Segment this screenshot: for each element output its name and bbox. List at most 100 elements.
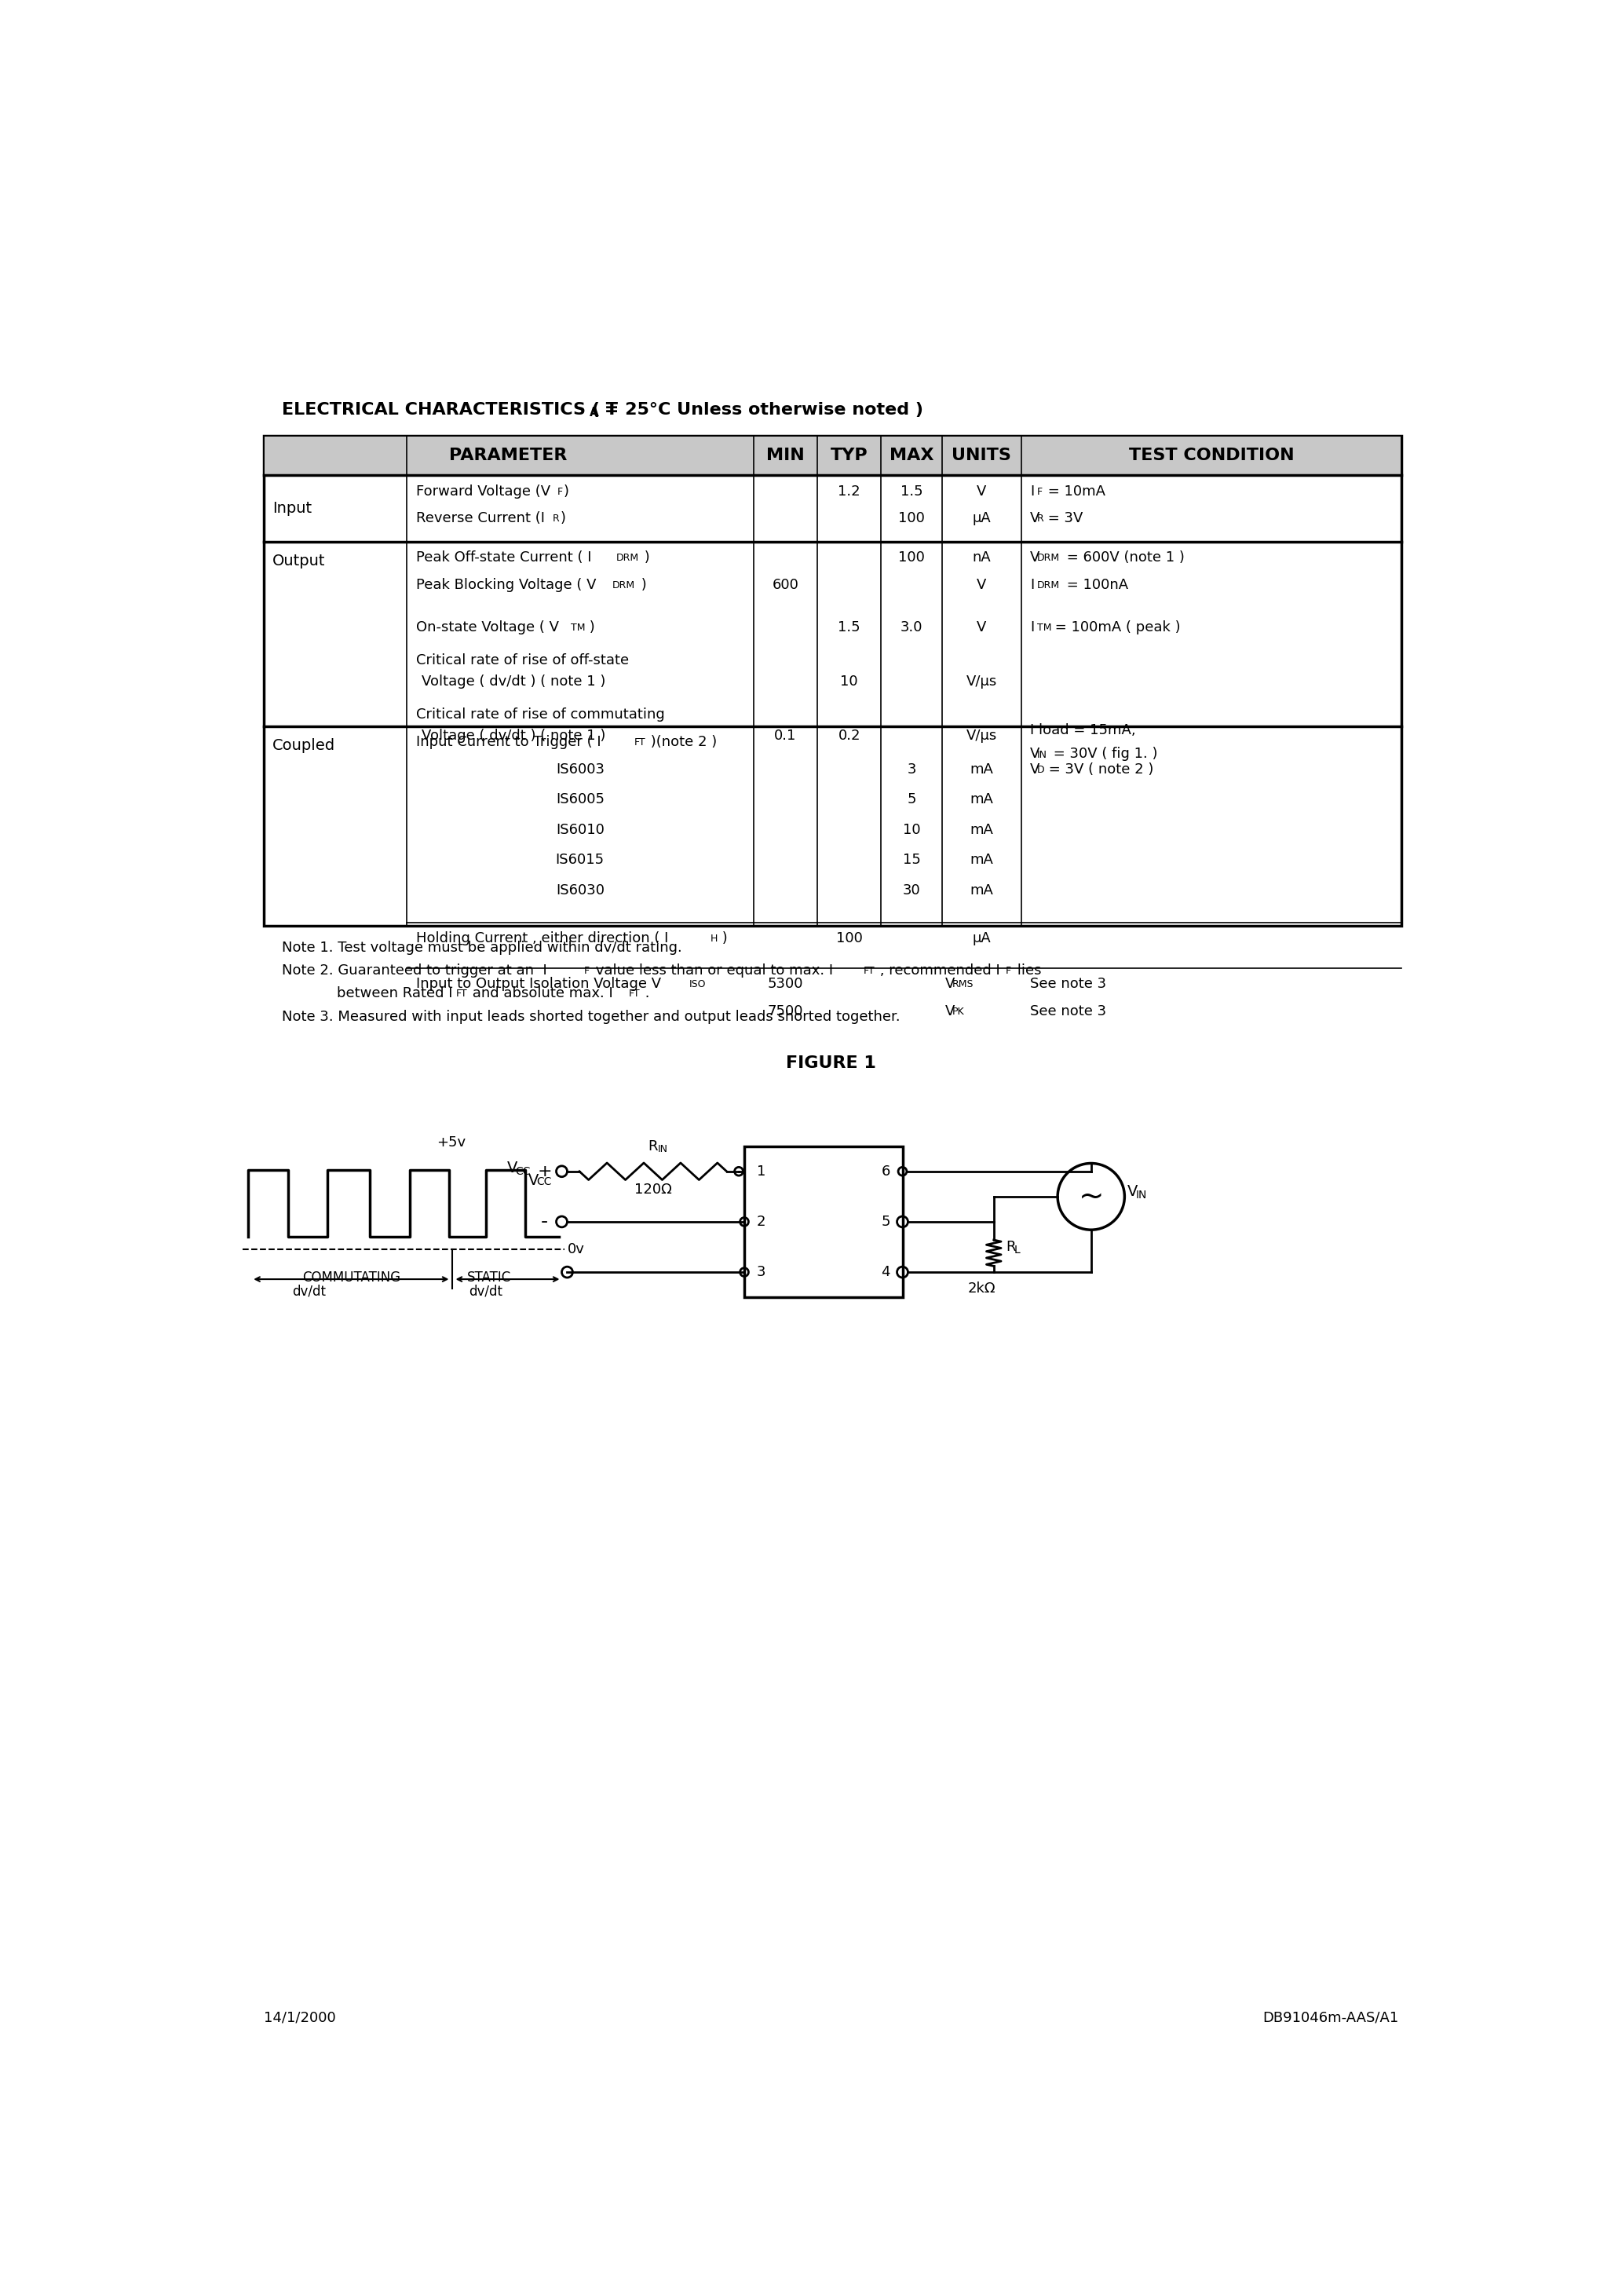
Text: 5: 5 [907,792,916,806]
Text: UNITS: UNITS [952,448,1012,464]
Text: 0.1: 0.1 [774,730,796,744]
Text: lies: lies [1012,964,1041,978]
Text: mA: mA [970,822,993,836]
Text: DRM: DRM [1036,553,1059,563]
Text: dv/dt: dv/dt [292,1283,326,1297]
Text: 100: 100 [835,932,863,946]
Bar [264,436,1401,475]
Text: 0v: 0v [568,1242,586,1256]
Text: DRM: DRM [616,553,639,563]
Text: Note 1. Test voltage must be applied within dv/dt rating.: Note 1. Test voltage must be applied wit… [282,941,681,955]
Text: Input: Input [272,501,311,517]
Text: Input to Output Isolation Voltage V: Input to Output Isolation Voltage V [415,976,660,992]
Text: IS6010: IS6010 [556,822,605,836]
Text: COMMUTATING: COMMUTATING [303,1270,401,1283]
Text: FT: FT [456,990,467,999]
Text: TM: TM [571,622,586,634]
Text: V: V [508,1162,517,1176]
Text: On-state Voltage ( V: On-state Voltage ( V [415,620,558,634]
Text: R: R [1036,514,1045,523]
Text: ): ) [563,484,569,498]
Text: MIN: MIN [766,448,805,464]
Text: FIGURE 1: FIGURE 1 [787,1056,876,1072]
Text: V: V [529,1173,539,1189]
Text: V: V [1030,746,1040,762]
Text: mA: mA [970,792,993,806]
Text: DB91046m-AAS/A1: DB91046m-AAS/A1 [1264,2011,1398,2025]
Text: -: - [542,1212,548,1231]
Text: = 100nA: = 100nA [1062,579,1129,592]
Text: CC: CC [537,1176,551,1187]
Text: F: F [1006,967,1011,976]
Text: Peak Off-state Current ( I: Peak Off-state Current ( I [415,551,590,565]
Text: +5v: +5v [436,1134,466,1150]
Text: IS6015: IS6015 [556,852,605,868]
Text: See note 3: See note 3 [1030,976,1106,992]
Text: TEST CONDITION: TEST CONDITION [1129,448,1294,464]
Text: 1.5: 1.5 [839,620,860,634]
Text: V/μs: V/μs [967,675,998,689]
Text: IS6030: IS6030 [556,884,605,898]
Text: = 25°C Unless otherwise noted ): = 25°C Unless otherwise noted ) [599,402,923,418]
Text: R: R [553,514,560,523]
Text: Forward Voltage (V: Forward Voltage (V [415,484,550,498]
Text: 3.0: 3.0 [900,620,923,634]
Text: 15: 15 [902,852,921,868]
Text: 6: 6 [881,1164,890,1178]
Text: 100: 100 [899,512,925,526]
Text: 5300: 5300 [767,976,803,992]
Text: V: V [1127,1185,1139,1199]
Text: V: V [976,484,986,498]
Text: 2kΩ: 2kΩ [968,1281,996,1295]
Text: L: L [1014,1244,1020,1256]
Text: = 30V ( fig 1. ): = 30V ( fig 1. ) [1049,746,1158,762]
Text: Output: Output [272,553,326,569]
Text: 3: 3 [756,1265,766,1279]
Text: V: V [946,1003,955,1017]
Text: 600: 600 [772,579,798,592]
Text: A: A [590,406,599,418]
Text: V: V [946,976,955,992]
Text: Note 2. Guaranteed to trigger at an  I: Note 2. Guaranteed to trigger at an I [282,964,547,978]
Text: IN: IN [659,1143,668,1155]
Text: 5: 5 [881,1215,890,1228]
Text: ELECTRICAL CHARACTERISTICS ( T: ELECTRICAL CHARACTERISTICS ( T [282,402,618,418]
Text: )(note 2 ): )(note 2 ) [646,735,717,748]
Text: I load = 15mA,: I load = 15mA, [1030,723,1135,737]
Text: ): ) [560,512,566,526]
Text: ): ) [586,620,595,634]
Text: I: I [1030,579,1035,592]
Text: TM: TM [1036,622,1051,634]
Text: Holding Current , either direction ( I: Holding Current , either direction ( I [415,932,668,946]
Text: and absolute max. I: and absolute max. I [469,987,613,1001]
Text: V: V [1030,551,1040,565]
Text: 100: 100 [899,551,925,565]
Text: Input Current to Trigger ( I: Input Current to Trigger ( I [415,735,600,748]
Text: See note 3: See note 3 [1030,1003,1106,1017]
Text: IN: IN [1036,748,1048,760]
Text: ): ) [717,932,728,946]
Text: ): ) [641,551,650,565]
Text: TYP: TYP [830,448,868,464]
Text: RMS: RMS [952,980,973,990]
Text: nA: nA [972,551,991,565]
Text: 3: 3 [907,762,916,776]
Text: D: D [1036,765,1045,774]
Text: V: V [1030,512,1040,526]
Text: = 100mA ( peak ): = 100mA ( peak ) [1051,620,1181,634]
Text: ~: ~ [1079,1182,1105,1212]
Text: FT: FT [629,990,641,999]
Text: DRM: DRM [611,581,636,590]
Text: R: R [1006,1240,1015,1254]
Text: MAX: MAX [889,448,934,464]
Text: H: H [710,934,717,944]
Text: IS6003: IS6003 [556,762,605,776]
Text: STATIC: STATIC [467,1270,511,1283]
Text: FT: FT [863,967,874,976]
Text: Reverse Current (I: Reverse Current (I [415,512,545,526]
Text: FT: FT [634,737,646,748]
Text: μA: μA [972,932,991,946]
Text: Note 3. Measured with input leads shorted together and output leads shorted toge: Note 3. Measured with input leads shorte… [282,1010,900,1024]
Text: 2: 2 [756,1215,766,1228]
Text: R: R [649,1139,659,1153]
